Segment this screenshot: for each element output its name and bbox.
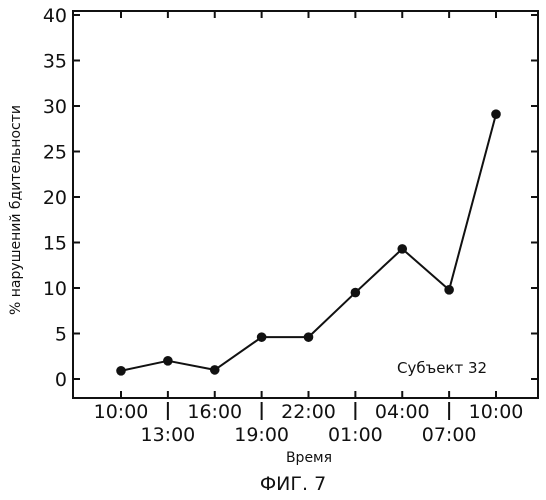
- x-tick-label: 10:00: [94, 401, 149, 423]
- data-point: [350, 287, 361, 298]
- data-point: [444, 285, 454, 295]
- data-point: [163, 356, 173, 366]
- data-point: [116, 366, 126, 376]
- data-point: [397, 244, 408, 254]
- xlabel: Время: [286, 450, 332, 466]
- y-tick-label: 15: [43, 233, 67, 255]
- y-tick-label: 40: [43, 5, 67, 27]
- x-tick-label: 10:00: [469, 401, 524, 423]
- data-point: [209, 365, 220, 375]
- y-tick-label: 5: [55, 324, 67, 346]
- y-tick-label: 30: [43, 96, 67, 118]
- ylabel: % нарушений бдительности: [8, 105, 24, 315]
- y-tick-label: 10: [43, 278, 67, 300]
- y-tick-label: 25: [43, 142, 67, 164]
- data-point: [256, 332, 267, 342]
- y-axis: 0 5 10 15 20 25 30 35 40: [43, 5, 538, 391]
- x-tick-label: 04:00: [375, 401, 430, 423]
- y-tick-label: 0: [55, 369, 67, 391]
- x-tick-label: 07:00: [422, 424, 477, 446]
- series-layer: [116, 109, 501, 376]
- x-tick-label: 01:00: [328, 424, 383, 446]
- x-axis: 10:0013:0016:0019:0022:0001:0004:0007:00…: [94, 11, 524, 446]
- data-point: [303, 332, 314, 342]
- x-tick-label: 22:00: [281, 401, 336, 423]
- y-tick-label: 20: [43, 187, 67, 209]
- series-line: [120, 113, 497, 372]
- x-tick-label: 19:00: [234, 424, 289, 446]
- data-point: [491, 109, 501, 119]
- plot-frame: [72, 10, 539, 399]
- x-tick-label: 16:00: [187, 401, 242, 423]
- x-tick-label: 13:00: [140, 424, 195, 446]
- y-tick-label: 35: [43, 51, 67, 73]
- figure-caption: ФИГ. 7: [260, 473, 326, 495]
- annotation: Субъект 32: [397, 359, 487, 377]
